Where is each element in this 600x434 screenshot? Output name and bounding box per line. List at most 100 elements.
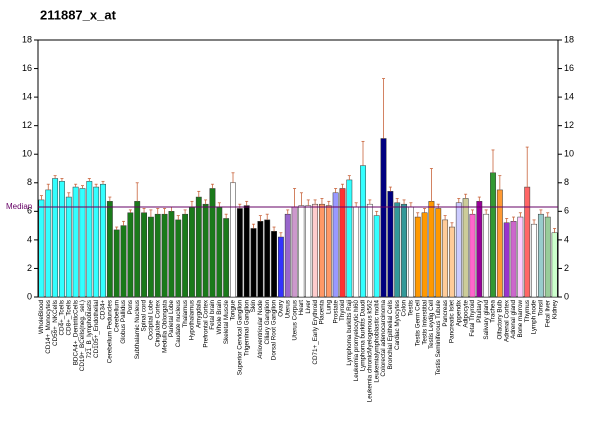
x-tick-label: Testis [408, 300, 415, 316]
bar [298, 205, 305, 298]
plot-frame [37, 39, 559, 298]
bar [216, 206, 223, 298]
x-tick-label: WholeBlood [38, 300, 45, 334]
bar [65, 196, 72, 298]
x-tick-label: Thyroid [339, 300, 346, 321]
x-tick-label: Adrenal Cortex [503, 299, 510, 342]
bar [517, 216, 524, 298]
y-tick-label: 18 [22, 34, 32, 44]
x-tick-label: Liver [305, 300, 312, 314]
x-tick-label: Leukemia chronicMyelogenous k562 [367, 300, 374, 403]
x-tick-label: CD14+_Monocytes [45, 300, 52, 354]
y2-tick-label: 12 [564, 120, 574, 130]
bar [257, 221, 264, 298]
bar [428, 201, 435, 298]
bar [325, 205, 332, 298]
bar [264, 219, 271, 298]
x-tick-label: Subthalamic Nucleus [134, 300, 141, 359]
y2-tick-label: 14 [564, 91, 574, 101]
bar [154, 213, 161, 298]
x-tick-label: Pons [127, 300, 134, 314]
y-tick-label: 4 [27, 234, 32, 244]
bar [86, 181, 93, 298]
bar [531, 223, 537, 298]
bar [209, 188, 216, 298]
x-tick-label: Bronchial Epithelial Cells [387, 300, 394, 369]
x-tick-label: Heart [298, 300, 305, 316]
bar [407, 206, 414, 298]
bar [175, 219, 182, 298]
bar [346, 179, 353, 298]
x-tick-label: Parietal Lobe [168, 300, 175, 338]
x-tick-label: CD34+ [100, 300, 107, 320]
median-label: Median [6, 202, 32, 211]
bar [469, 213, 476, 298]
bar [401, 203, 407, 298]
x-tick-label: Skeletal Muscle [223, 300, 230, 345]
x-tick-label: Lymphoma burkitts Daudi [360, 300, 367, 371]
bar [243, 205, 250, 298]
x-tick-label: Kidney [551, 299, 558, 319]
x-tick-label: Occipital Lobe [148, 300, 155, 340]
x-tick-label: Fetal brain [209, 300, 216, 330]
bar [168, 211, 175, 298]
x-tick-label: Caudate nucleus [175, 300, 182, 347]
bar [100, 183, 106, 298]
bar [93, 186, 100, 298]
bar [455, 202, 462, 298]
bar [305, 205, 312, 298]
bar [106, 201, 113, 298]
x-tick-label: Pituitary [476, 299, 483, 323]
x-tick-label: Placenta [319, 300, 326, 325]
bar [449, 226, 455, 298]
bar [414, 216, 421, 298]
x-tick-label: CD105+_Endothelial [93, 300, 100, 358]
bar [223, 218, 230, 298]
bar [476, 201, 483, 298]
x-tick-label: Ovary [278, 299, 285, 317]
bar [462, 198, 469, 298]
bar [353, 206, 360, 298]
x-tick-label: Lung [325, 300, 332, 315]
x-tick-label: CD19+_BCells(neg._sel.) [79, 300, 86, 371]
bar [435, 208, 442, 298]
x-tick-label: Lymphoma burkitts Raji [346, 300, 353, 366]
x-tick-label: Spinal cord [141, 300, 148, 332]
x-tick-label: Fetal liver [544, 300, 551, 327]
x-tick-label: Testis Leydig Cell [428, 300, 435, 349]
x-tick-label: Colorectal adenocarcinoma [380, 300, 387, 377]
x-tick-label: Amygdala [195, 300, 202, 328]
y2-tick-label: 16 [564, 63, 574, 73]
x-tick-label: Ciliary Ganglion [264, 300, 271, 345]
y2-tick-label: 18 [564, 34, 574, 44]
bar [161, 213, 168, 298]
x-tick-label: Prostate [332, 300, 339, 324]
x-tick-label: CD56+_NKCells [52, 300, 59, 346]
bar [442, 219, 449, 298]
x-tick-label: Superior Cervical Ganglion [237, 300, 244, 376]
x-tick-label: Appendix [455, 299, 462, 326]
bar [271, 231, 277, 298]
x-tick-label: CD71+_Early Erythroid [312, 300, 319, 365]
bar [79, 188, 86, 298]
y-tick-label: 0 [27, 291, 32, 301]
y2-tick-label: 4 [564, 234, 569, 244]
x-tick-label: Thymus [524, 300, 531, 322]
bar [380, 138, 387, 298]
x-tick-label: Globus Pallidus [120, 300, 127, 344]
x-tick-label: Dorsal Root Ganglion [271, 300, 278, 361]
bar [236, 208, 243, 298]
y2-tick-label: 2 [564, 263, 569, 273]
bar [147, 216, 154, 298]
bar [72, 186, 79, 298]
bar [551, 232, 558, 298]
x-tick-label: Cerebellum Peduncles [107, 300, 114, 363]
y2-tick-label: 8 [564, 177, 569, 187]
bar [490, 172, 496, 298]
bar [189, 206, 195, 298]
x-tick-label: Testis Germ Cell [414, 300, 421, 346]
bar [421, 212, 428, 298]
bar [510, 221, 517, 298]
bar [503, 222, 510, 298]
